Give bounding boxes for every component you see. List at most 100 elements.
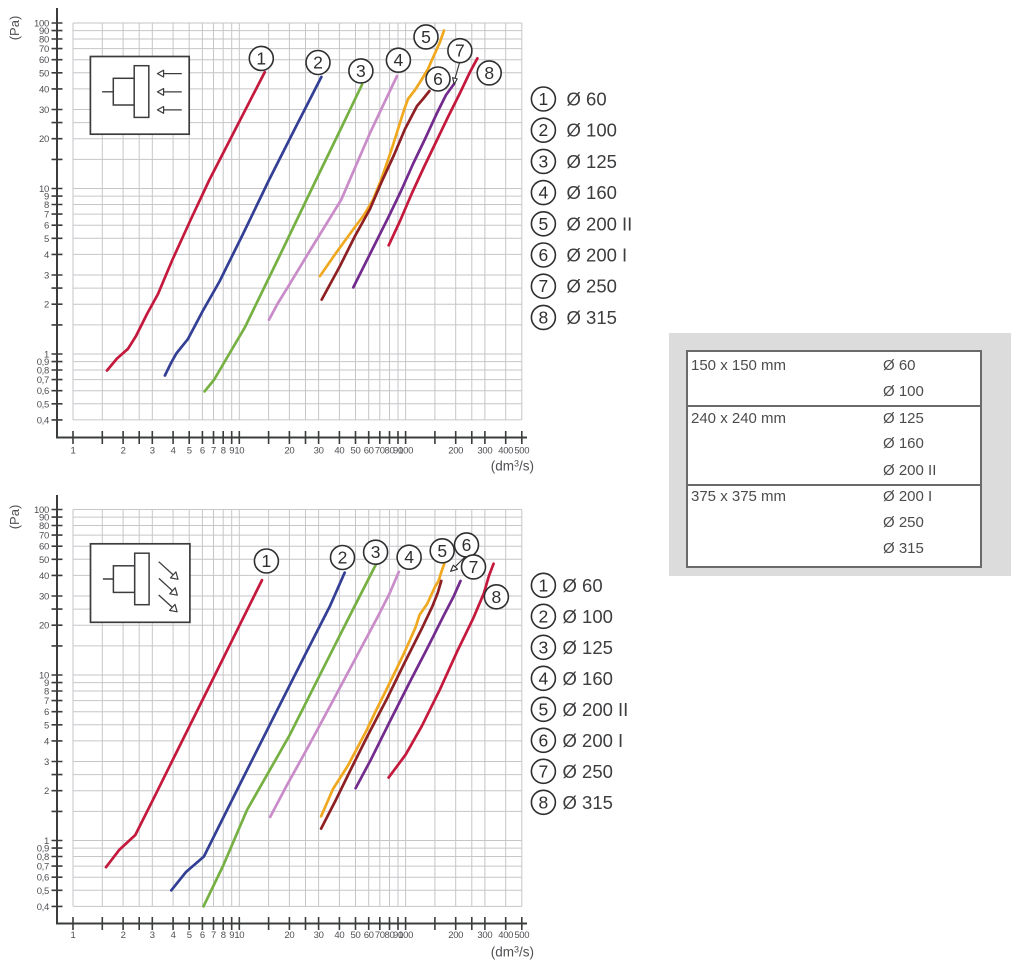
svg-text:2: 2 xyxy=(313,53,323,73)
svg-text:4: 4 xyxy=(44,250,49,261)
svg-text:30: 30 xyxy=(314,446,324,457)
svg-text:5: 5 xyxy=(421,27,431,47)
svg-text:1: 1 xyxy=(44,836,49,847)
svg-text:3: 3 xyxy=(150,446,155,457)
svg-text:Ø 100: Ø 100 xyxy=(563,606,613,627)
svg-text:9: 9 xyxy=(44,678,49,689)
svg-text:0,8: 0,8 xyxy=(37,366,49,377)
svg-text:90: 90 xyxy=(393,930,403,941)
svg-text:6: 6 xyxy=(200,930,205,941)
svg-text:8: 8 xyxy=(221,930,226,941)
svg-text:50: 50 xyxy=(39,555,49,566)
svg-text:10: 10 xyxy=(39,671,49,682)
svg-text:3: 3 xyxy=(356,61,366,81)
svg-text:2: 2 xyxy=(44,786,49,797)
svg-text:500: 500 xyxy=(514,930,529,941)
svg-text:300: 300 xyxy=(477,930,492,941)
svg-text:4: 4 xyxy=(404,547,414,567)
svg-text:50: 50 xyxy=(351,930,361,941)
svg-text:6: 6 xyxy=(539,245,549,265)
svg-text:70: 70 xyxy=(375,930,385,941)
svg-text:20: 20 xyxy=(284,446,294,457)
svg-text:40: 40 xyxy=(39,571,49,582)
svg-text:(dm3/s): (dm3/s) xyxy=(491,945,534,960)
svg-text:0,4: 0,4 xyxy=(37,902,49,913)
svg-text:0,4: 0,4 xyxy=(37,415,49,426)
svg-text:6: 6 xyxy=(44,221,49,232)
svg-text:100: 100 xyxy=(398,930,413,941)
svg-text:10: 10 xyxy=(39,184,49,195)
svg-text:80: 80 xyxy=(39,521,49,532)
svg-text:40: 40 xyxy=(334,930,344,941)
svg-text:0,6: 0,6 xyxy=(37,873,49,884)
svg-text:Ø 315: Ø 315 xyxy=(563,792,613,813)
svg-text:5: 5 xyxy=(44,720,49,731)
svg-text:7: 7 xyxy=(539,761,549,781)
svg-text:0,8: 0,8 xyxy=(37,852,49,863)
svg-text:1: 1 xyxy=(539,575,549,595)
svg-text:Ø 60: Ø 60 xyxy=(563,575,603,596)
svg-text:10: 10 xyxy=(234,446,244,457)
svg-text:7: 7 xyxy=(44,210,49,221)
svg-text:4: 4 xyxy=(171,930,176,941)
svg-text:4: 4 xyxy=(539,668,549,688)
svg-text:70: 70 xyxy=(375,446,385,457)
svg-text:90: 90 xyxy=(393,446,403,457)
svg-text:5: 5 xyxy=(187,446,192,457)
svg-text:Ø 200 II: Ø 200 II xyxy=(567,213,633,234)
svg-text:30: 30 xyxy=(39,105,49,116)
svg-text:4: 4 xyxy=(539,183,549,203)
svg-text:2: 2 xyxy=(338,548,348,568)
svg-text:2: 2 xyxy=(44,300,49,311)
svg-text:Ø 250: Ø 250 xyxy=(563,761,613,782)
svg-text:8: 8 xyxy=(539,307,549,327)
svg-text:7: 7 xyxy=(211,930,216,941)
svg-text:80: 80 xyxy=(385,446,395,457)
svg-text:100: 100 xyxy=(398,446,413,457)
svg-text:8: 8 xyxy=(44,200,49,211)
svg-text:400: 400 xyxy=(498,446,513,457)
svg-text:300: 300 xyxy=(477,446,492,457)
svg-text:3: 3 xyxy=(539,151,549,171)
svg-text:1: 1 xyxy=(262,551,272,571)
svg-text:Ø 200 I: Ø 200 I xyxy=(563,730,624,751)
svg-text:7: 7 xyxy=(469,557,479,577)
svg-text:4: 4 xyxy=(394,50,404,70)
svg-text:2: 2 xyxy=(539,606,549,626)
svg-text:6: 6 xyxy=(200,446,205,457)
svg-text:Ø 315: Ø 315 xyxy=(567,307,617,328)
svg-text:Ø 125: Ø 125 xyxy=(567,151,617,172)
svg-text:100: 100 xyxy=(34,505,49,516)
svg-text:9: 9 xyxy=(229,446,234,457)
svg-text:1: 1 xyxy=(71,930,76,941)
svg-text:40: 40 xyxy=(334,446,344,457)
svg-text:60: 60 xyxy=(364,930,374,941)
svg-text:0,6: 0,6 xyxy=(37,386,49,397)
svg-text:4: 4 xyxy=(44,736,49,747)
svg-text:8: 8 xyxy=(221,446,226,457)
svg-text:1: 1 xyxy=(71,446,76,457)
svg-text:60: 60 xyxy=(39,55,49,66)
svg-text:6: 6 xyxy=(462,535,472,555)
svg-text:5: 5 xyxy=(539,699,549,719)
svg-text:30: 30 xyxy=(314,930,324,941)
svg-text:80: 80 xyxy=(385,930,395,941)
svg-text:6: 6 xyxy=(539,730,549,750)
svg-text:3: 3 xyxy=(371,542,381,562)
svg-text:Ø 160: Ø 160 xyxy=(567,182,617,203)
svg-text:20: 20 xyxy=(39,621,49,632)
svg-text:1: 1 xyxy=(539,89,549,109)
svg-text:9: 9 xyxy=(229,930,234,941)
svg-text:200: 200 xyxy=(448,446,463,457)
svg-text:8: 8 xyxy=(492,587,502,607)
svg-text:5: 5 xyxy=(187,930,192,941)
svg-text:Ø 60: Ø 60 xyxy=(567,89,607,110)
svg-text:3: 3 xyxy=(44,757,49,768)
svg-text:7: 7 xyxy=(211,446,216,457)
svg-text:7: 7 xyxy=(455,41,465,61)
svg-text:8: 8 xyxy=(44,687,49,698)
svg-text:70: 70 xyxy=(39,44,49,55)
svg-text:3: 3 xyxy=(44,271,49,282)
svg-text:100: 100 xyxy=(34,19,49,30)
svg-text:1: 1 xyxy=(256,48,266,68)
